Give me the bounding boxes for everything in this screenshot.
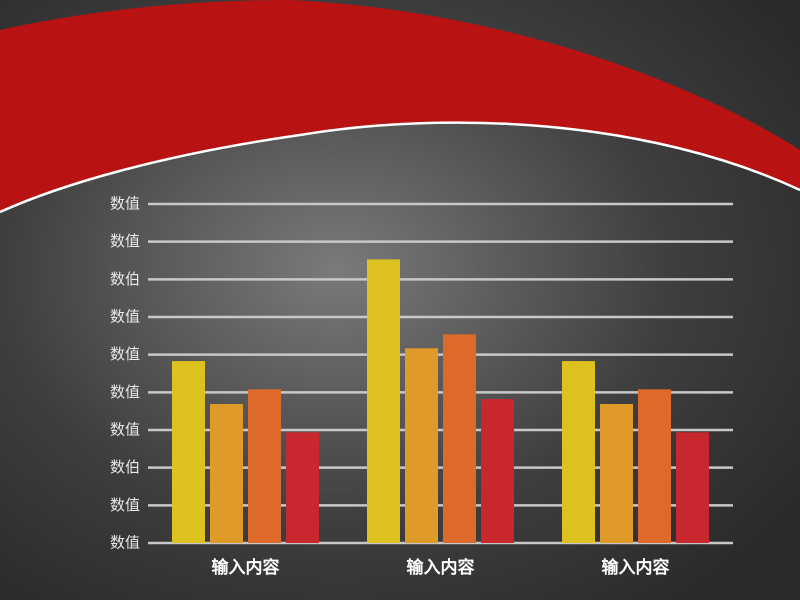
bar: [367, 259, 400, 543]
red-swoosh: [0, 0, 800, 212]
bar: [676, 432, 709, 543]
y-tick-label: 数值: [110, 232, 140, 250]
y-tick-label: 数值: [110, 421, 140, 439]
bar: [286, 432, 319, 543]
bar: [443, 334, 476, 543]
y-tick-label: 数值: [110, 383, 140, 401]
bar: [600, 404, 633, 543]
x-tick-label: 输入内容: [602, 557, 670, 578]
y-tick-label: 数值: [110, 345, 140, 363]
x-tick-label: 输入内容: [212, 557, 280, 578]
y-tick-label: 数伯: [110, 458, 140, 476]
y-tick-label: 数值: [110, 308, 140, 326]
bar: [562, 361, 595, 543]
bar: [638, 389, 671, 543]
bar: [172, 361, 205, 543]
y-tick-label: 数伯: [110, 270, 140, 288]
y-tick-label: 数值: [110, 195, 140, 213]
bar: [405, 348, 438, 543]
x-tick-label: 输入内容: [407, 557, 475, 578]
swoosh-edge: [0, 121, 800, 214]
bar: [248, 389, 281, 543]
bar: [210, 404, 243, 543]
y-tick-label: 数值: [110, 534, 140, 552]
y-tick-label: 数值: [110, 496, 140, 514]
bar: [481, 399, 514, 543]
